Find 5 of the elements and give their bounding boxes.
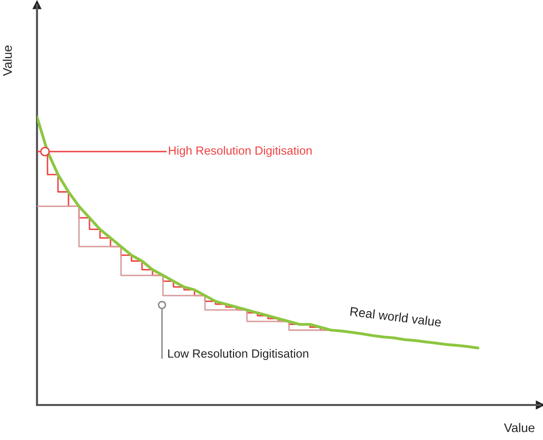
series-label: Low Resolution Digitisation — [168, 349, 308, 360]
y-axis-title: Value — [2, 46, 12, 76]
x-axis-title: Value — [504, 423, 534, 432]
text: Real world value — [350, 306, 442, 327]
text: High Resolution Digitisation — [168, 146, 312, 158]
